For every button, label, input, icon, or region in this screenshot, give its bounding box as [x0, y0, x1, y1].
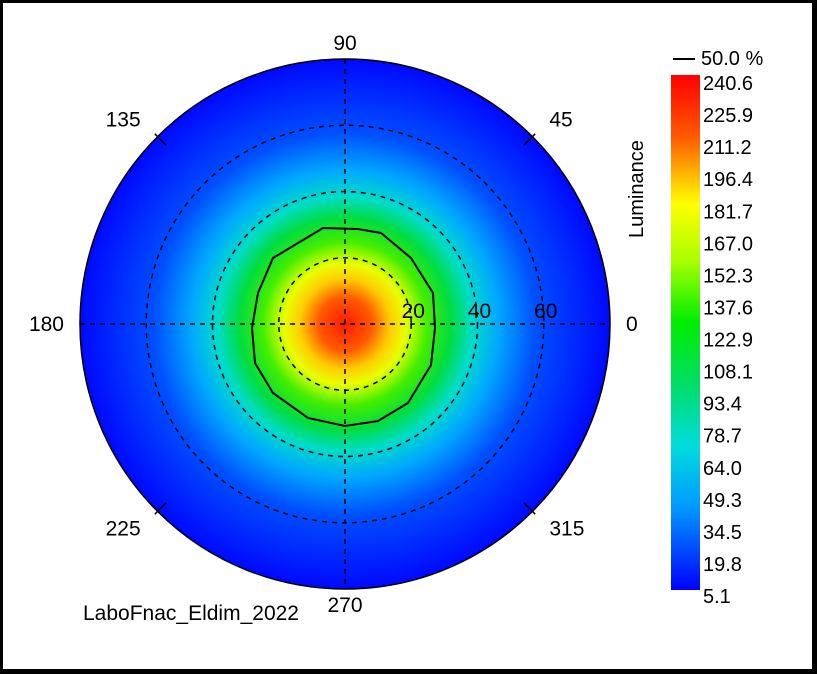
angle-label-180: 180 [29, 313, 64, 336]
colorbar-tick-label: 240.6 [703, 73, 753, 95]
contour-50-percent [250, 226, 437, 428]
angle-label-270: 270 [327, 594, 362, 617]
colorbar-gradient [671, 75, 700, 590]
rim-tick-45 [523, 133, 536, 146]
angle-label-90: 90 [333, 32, 356, 55]
angle-label-225: 225 [106, 517, 141, 540]
chart-frame: 0 45 90 135 180 225 270 315 20 40 60 LaboFnac_Eld… [3, 3, 812, 669]
colorbar-tick-label: 167.0 [703, 233, 753, 255]
colorbar-ticks: 240.6 225.9 211.2 196.4 181.7 167.0 152.3 137.6… [703, 73, 753, 608]
radial-label-60: 60 [534, 300, 557, 323]
angle-label-135: 135 [106, 109, 141, 132]
colorbar-tick-label: 225.9 [703, 105, 753, 127]
colorbar-tick-label: 196.4 [703, 169, 753, 191]
colorbar: 50.0 % Luminance 240.6 225.9 211.2 196.4 181… [626, 48, 763, 608]
colorbar-tick-label: 137.6 [703, 297, 753, 319]
colorbar-tick-label: 211.2 [703, 137, 752, 159]
colorbar-tick-label: 34.5 [703, 522, 742, 544]
colorbar-tick-label: 64.0 [703, 458, 742, 480]
colorbar-tick-label: 5.1 [703, 586, 731, 608]
colorbar-tick-label: 122.9 [703, 330, 753, 352]
polar-plot: 0 45 90 135 180 225 270 315 20 40 60 [29, 32, 638, 617]
angle-label-315: 315 [549, 517, 584, 540]
colorbar-tick-label: 78.7 [703, 426, 742, 448]
angle-label-0: 0 [626, 313, 638, 336]
contour-legend-label: 50.0 % [701, 48, 763, 70]
polar-luminance-chart: 0 45 90 135 180 225 270 315 20 40 60 LaboFnac_Eld… [29, 32, 764, 625]
radial-tick-labels: 20 40 60 [402, 300, 558, 323]
colorbar-title: Luminance [626, 140, 648, 238]
colorbar-tick-label: 152.3 [703, 265, 753, 287]
angle-label-45: 45 [549, 109, 572, 132]
colorbar-tick-label: 49.3 [703, 490, 742, 512]
rim-tick-315 [523, 502, 536, 515]
angle-labels: 0 45 90 135 180 225 270 315 [29, 32, 638, 617]
colorbar-tick-label: 19.8 [703, 554, 742, 576]
footer-label: LaboFnac_Eldim_2022 [83, 602, 299, 625]
angular-grid [80, 59, 610, 589]
colorbar-tick-label: 93.4 [703, 394, 742, 416]
radial-label-40: 40 [468, 300, 491, 323]
colorbar-tick-label: 108.1 [703, 362, 753, 384]
rim-tick-135 [154, 133, 167, 146]
radial-label-20: 20 [402, 300, 425, 323]
rim-tick-225 [154, 502, 167, 515]
colorbar-tick-label: 181.7 [703, 201, 753, 223]
